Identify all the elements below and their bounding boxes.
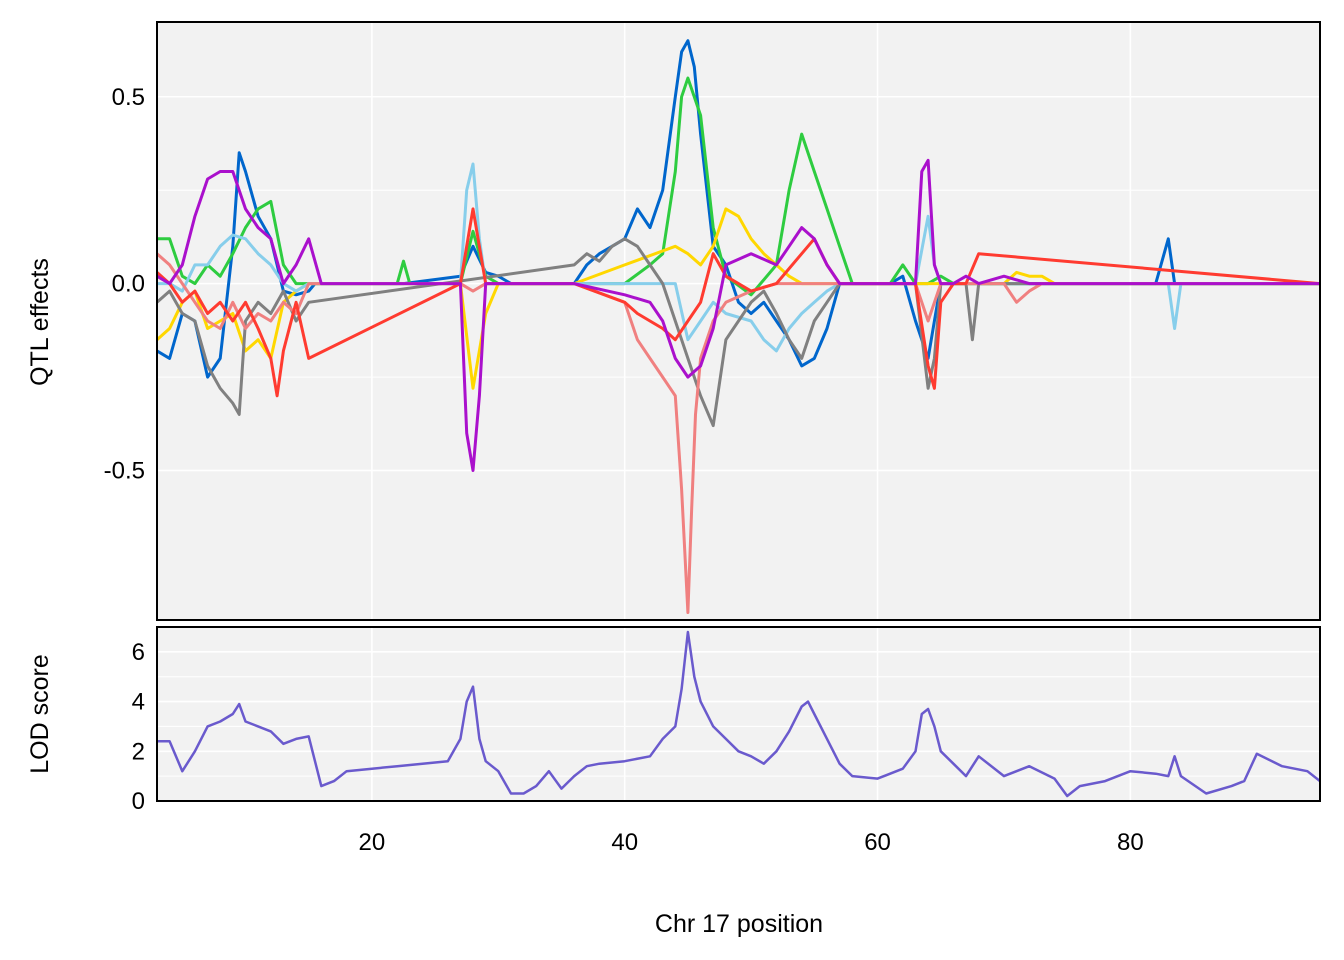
lod_panel-y-tick-label: 2 <box>132 738 145 765</box>
effects-y-axis-title: QTL effects <box>26 258 54 386</box>
effects_panel-y-tick-label: 0.5 <box>112 84 145 111</box>
effects-series <box>156 39 1321 614</box>
effects-panel-border <box>156 21 1321 621</box>
lod-panel-background <box>157 627 1320 801</box>
x-tick-label: 80 <box>1117 829 1144 856</box>
lod_panel-series-line-0 <box>157 630 1321 798</box>
x-tick-label: 40 <box>611 829 638 856</box>
lod-y-axis-title: LOD score <box>26 654 54 773</box>
lod_panel-y-tick-label: 0 <box>132 788 145 815</box>
effects_panel-y-tick-label: -0.5 <box>104 458 145 485</box>
effects_panel-series-line-1 <box>157 76 1320 297</box>
effects-panel: -0.5 0.0 0.5 QTL effects <box>26 21 1321 621</box>
lod_panel-y-tick-label: 6 <box>132 639 145 666</box>
x-ticks: 20 40 60 80 <box>359 829 1144 856</box>
effects_panel-series-line-4 <box>156 237 1320 428</box>
x-axis-title: Chr 17 position <box>655 910 823 938</box>
effects_panel-series-line-7 <box>156 158 1320 472</box>
x-tick-label: 60 <box>864 829 891 856</box>
lod_panel-y-tick-label: 4 <box>132 689 145 716</box>
lod-series <box>157 630 1321 798</box>
effects-y-ticks: -0.5 0.0 0.5 <box>104 84 145 485</box>
x-tick-label: 20 <box>359 829 386 856</box>
effects_panel-y-tick-label: 0.0 <box>112 271 145 298</box>
lod-y-ticks: 0 2 4 6 <box>132 639 145 815</box>
lod-panel-border <box>156 626 1321 802</box>
lod-panel: 0 2 4 6 LOD score <box>26 626 1321 815</box>
effects_panel-series-line-5 <box>156 252 1320 614</box>
